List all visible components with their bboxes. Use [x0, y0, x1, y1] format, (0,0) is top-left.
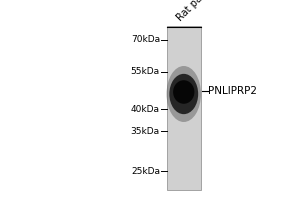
- Text: Rat pancreas: Rat pancreas: [174, 0, 227, 23]
- Ellipse shape: [169, 74, 198, 114]
- Text: 55kDa: 55kDa: [131, 68, 160, 76]
- Bar: [167, 26, 201, 190]
- Text: 40kDa: 40kDa: [131, 105, 160, 114]
- Text: PNLIPRP2: PNLIPRP2: [208, 86, 257, 96]
- Ellipse shape: [173, 80, 194, 104]
- Text: 70kDa: 70kDa: [131, 36, 160, 45]
- Text: 35kDa: 35kDa: [131, 127, 160, 136]
- Text: 25kDa: 25kDa: [131, 166, 160, 176]
- Ellipse shape: [167, 66, 201, 122]
